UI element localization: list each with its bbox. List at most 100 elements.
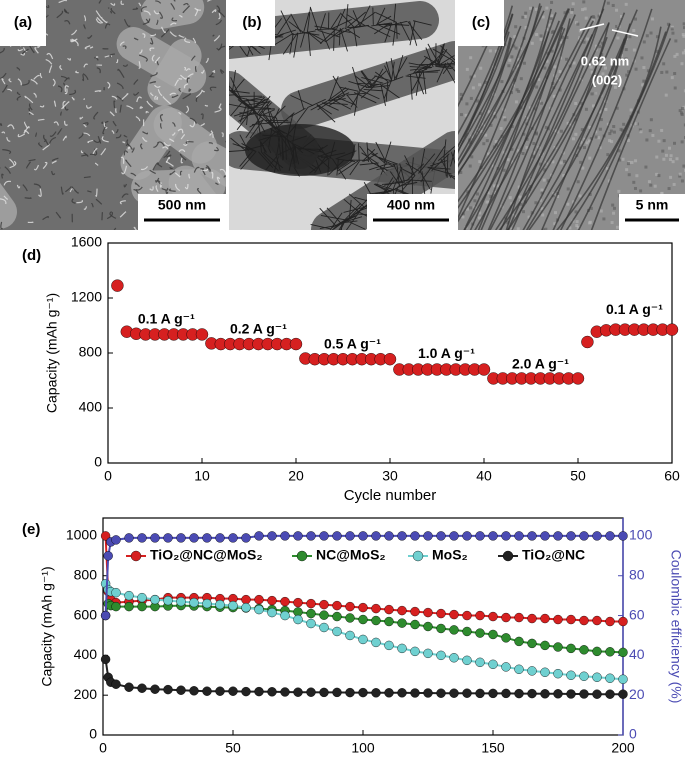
- data-point: [449, 531, 459, 541]
- noise: [477, 216, 481, 220]
- noise: [681, 51, 685, 55]
- data-point: [267, 531, 277, 541]
- noise: [669, 154, 673, 158]
- flake: [146, 100, 154, 108]
- whisker: [354, 75, 371, 88]
- whisker: [361, 152, 377, 164]
- flake: [138, 61, 141, 69]
- data-point: [566, 670, 576, 680]
- data-point: [605, 647, 615, 657]
- rod: [191, 141, 226, 187]
- noise: [556, 194, 560, 198]
- noise: [622, 122, 626, 126]
- whisker: [328, 98, 346, 102]
- label-box: [0, 0, 46, 46]
- flake: [150, 71, 158, 77]
- data-point: [618, 616, 628, 627]
- y2-tick-label: 0: [629, 726, 637, 742]
- whisker: [327, 87, 347, 102]
- fringe: [552, 23, 631, 230]
- whisker: [374, 71, 389, 82]
- noise: [618, 158, 622, 162]
- noise: [513, 35, 517, 39]
- flake: [177, 128, 184, 134]
- noise: [574, 101, 578, 105]
- flake: [95, 10, 103, 19]
- whisker: [415, 72, 425, 95]
- noise: [584, 16, 588, 20]
- flake: [101, 120, 109, 124]
- flake: [21, 48, 29, 55]
- noise: [575, 224, 579, 228]
- whisker: [405, 162, 421, 173]
- whisker: [361, 76, 384, 84]
- fringe: [477, 31, 550, 230]
- noise: [633, 186, 637, 190]
- flake: [169, 31, 177, 37]
- fringe: [463, 12, 557, 230]
- flake: [145, 111, 149, 114]
- flake: [182, 5, 191, 14]
- flake: [56, 10, 64, 19]
- noise: [602, 217, 606, 221]
- data-point: [475, 628, 485, 638]
- flake: [193, 166, 200, 173]
- data-point: [514, 664, 524, 675]
- flake: [153, 10, 160, 15]
- data-point: [423, 531, 433, 541]
- whisker: [325, 27, 344, 43]
- data-point: [228, 600, 238, 611]
- noise: [502, 116, 506, 120]
- noise: [672, 182, 676, 186]
- y-axis-title: Capacity (mAh g⁻¹): [44, 293, 60, 413]
- noise: [683, 89, 685, 93]
- flake: [0, 123, 3, 126]
- data-point: [436, 531, 446, 541]
- flake: [4, 166, 12, 174]
- flake: [141, 137, 148, 142]
- flake: [123, 150, 129, 156]
- flake: [28, 111, 34, 116]
- fringe: [458, 20, 561, 203]
- legend-label: TiO₂@NC@MoS₂: [150, 547, 263, 563]
- noise: [644, 165, 648, 169]
- noise: [469, 56, 473, 60]
- flake: [194, 7, 202, 11]
- noise: [512, 44, 516, 48]
- noise: [538, 162, 542, 166]
- data-point: [488, 688, 498, 699]
- noise: [615, 24, 619, 28]
- data-point: [514, 531, 524, 541]
- data-point: [345, 601, 355, 612]
- noise: [525, 146, 529, 150]
- texture: [229, 0, 455, 230]
- whisker: [343, 198, 359, 213]
- whisker: [366, 142, 369, 162]
- noise: [639, 189, 643, 193]
- noise: [580, 128, 584, 132]
- flake: [189, 117, 198, 124]
- noise: [606, 153, 610, 157]
- whisker: [230, 137, 246, 151]
- fringe: [590, 38, 672, 230]
- noise: [571, 137, 575, 141]
- noise: [571, 2, 575, 6]
- noise: [657, 139, 661, 143]
- flake: [126, 105, 134, 110]
- noise: [540, 101, 544, 105]
- whisker: [409, 74, 413, 100]
- flake: [38, 142, 43, 148]
- fringe: [499, 33, 594, 230]
- flake: [49, 136, 57, 144]
- whisker: [353, 26, 358, 47]
- whisker: [314, 25, 333, 30]
- flake: [179, 170, 183, 176]
- whisker: [245, 116, 261, 138]
- flake: [115, 134, 122, 139]
- noise: [563, 159, 567, 163]
- fringe: [565, 23, 671, 230]
- flake: [217, 45, 226, 51]
- flake: [149, 37, 154, 45]
- fringe: [489, 18, 571, 230]
